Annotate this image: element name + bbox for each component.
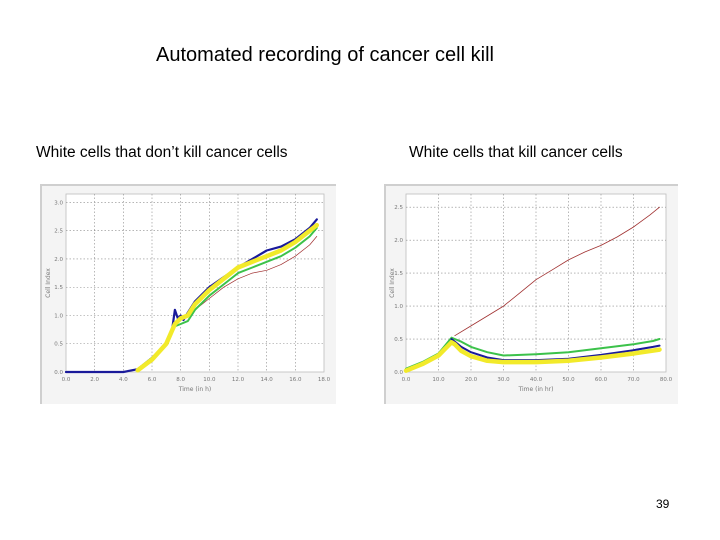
x-tick-label: 10.0 xyxy=(432,377,445,383)
x-axis-label: Time (in hr) xyxy=(518,386,554,393)
y-tick-label: 2.0 xyxy=(394,238,403,244)
y-tick-label: 1.0 xyxy=(54,313,63,319)
y-tick-label: 3.0 xyxy=(54,200,63,206)
x-tick-label: 0.0 xyxy=(402,377,411,383)
chart-left-svg: 0.0 2.0 4.0 6.0 8.0 10.0 12.0 14.0 16.0 18.0 0.0 0.… xyxy=(45,193,331,393)
chart-right-svg: 0.0 10.0 20.0 30.0 40.0 50.0 60.0 70.0 80.0 0.0 0.… xyxy=(389,193,673,393)
chart-right: 0.0 10.0 20.0 30.0 40.0 50.0 60.0 70.0 80.0 0.0 0.… xyxy=(384,184,678,404)
x-tick-label: 20.0 xyxy=(465,377,478,383)
y-tick-label: 1.5 xyxy=(394,271,403,277)
slide-title: Automated recording of cancer cell kill xyxy=(156,44,494,66)
page-number: 39 xyxy=(656,497,670,511)
x-tick-label: 12.0 xyxy=(232,377,245,383)
x-tick-label: 16.0 xyxy=(289,377,302,383)
x-tick-label: 6.0 xyxy=(148,377,157,383)
x-tick-label: 10.0 xyxy=(203,377,216,383)
x-tick-label: 80.0 xyxy=(660,377,673,383)
x-tick-label: 40.0 xyxy=(530,377,543,383)
x-tick-label: 4.0 xyxy=(119,377,128,383)
y-tick-label: 1.0 xyxy=(394,304,403,310)
x-tick-label: 14.0 xyxy=(261,377,274,383)
y-tick-label: 2.5 xyxy=(54,229,63,235)
x-tick-label: 2.0 xyxy=(90,377,99,383)
series-dark-red-line xyxy=(454,206,660,337)
series-yellow-line xyxy=(403,340,662,373)
y-tick-label: 0.0 xyxy=(394,370,403,376)
x-axis-label: Time (in h) xyxy=(178,386,211,393)
x-tick-label: 30.0 xyxy=(497,377,510,383)
plot-area xyxy=(65,193,325,373)
y-tick-label: 2.5 xyxy=(394,205,403,211)
x-tick-label: 60.0 xyxy=(595,377,608,383)
chart-caption-left: White cells that don’t kill cancer cells xyxy=(36,144,288,161)
y-tick-label: 0.0 xyxy=(54,370,63,376)
y-tick-label: 0.5 xyxy=(54,342,63,348)
x-tick-label: 0.0 xyxy=(62,377,71,383)
series-yellow-line xyxy=(135,222,320,373)
x-tick-label: 18.0 xyxy=(318,377,331,383)
chart-caption-right: White cells that kill cancer cells xyxy=(409,144,623,161)
y-axis-label: Cell Index xyxy=(389,268,396,298)
y-tick-label: 0.5 xyxy=(394,337,403,343)
y-tick-label: 1.5 xyxy=(54,285,63,291)
x-tick-label: 70.0 xyxy=(627,377,640,383)
y-tick-label: 2.0 xyxy=(54,257,63,263)
x-tick-label: 50.0 xyxy=(562,377,575,383)
y-axis-label: Cell Index xyxy=(45,268,52,298)
chart-left: 0.0 2.0 4.0 6.0 8.0 10.0 12.0 14.0 16.0 18.0 0.0 0.… xyxy=(40,184,336,404)
x-tick-label: 8.0 xyxy=(176,377,185,383)
